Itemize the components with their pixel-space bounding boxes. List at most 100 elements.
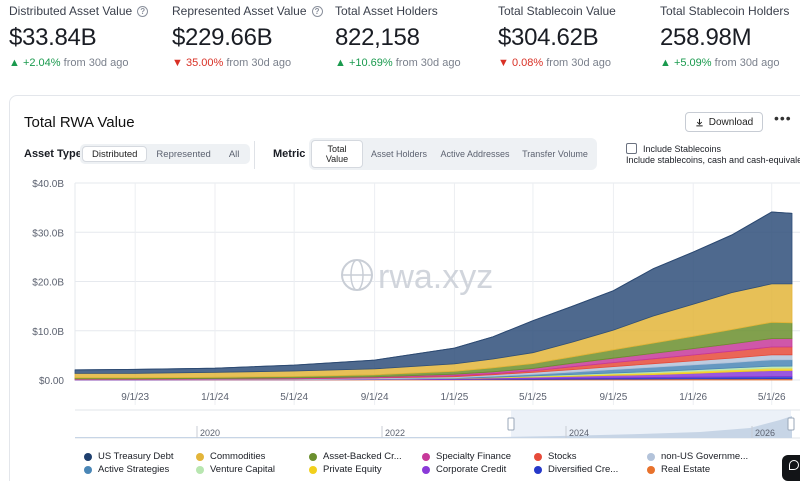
legend-label: Specialty Finance [436,451,511,462]
legend-item[interactable]: Real Estate [647,464,710,475]
info-icon[interactable]: ? [311,5,323,17]
metric-total-value[interactable]: Total Value [311,140,363,168]
legend-swatch [309,452,317,461]
x-tick-label: 9/1/25 [599,392,627,403]
legend-item[interactable]: Asset-Backed Cr... [309,451,402,462]
legend-item[interactable]: Commodities [196,451,265,462]
metric-active-addresses[interactable]: Active Addresses [440,149,510,159]
legend-label: Private Equity [323,464,382,475]
legend-label: Diversified Cre... [548,464,619,475]
stat-period: from 30d ago [395,57,461,69]
asset-type-all[interactable]: All [228,148,240,160]
stat-total-stablecoin-holders: Total Stablecoin Holders 258.98M ▲ +5.09… [660,4,789,69]
stat-represented-asset-value: Represented Asset Value? $229.66B ▼ 35.0… [172,4,323,69]
legend-label: Real Estate [661,464,711,475]
x-tick-label: 5/1/25 [519,392,547,403]
more-options-button[interactable]: ••• [774,110,792,126]
legend-item[interactable]: Specialty Finance [422,451,511,462]
legend-label: Venture Capital [210,464,275,475]
watermark-text: rwa.xyz [378,258,493,296]
download-icon [696,118,703,126]
legend-swatch [534,452,542,461]
download-label: Download [708,116,754,128]
stat-total-stablecoin-value: Total Stablecoin Value $304.62B ▼ 0.08% … [498,4,616,69]
legend-item[interactable]: Stocks [534,451,577,462]
stat-change: +2.04% [22,57,61,69]
legend-item[interactable]: Venture Capital [196,464,275,475]
asset-type-toggle: Distributed Represented All [80,144,251,164]
legend-swatch [196,452,204,461]
x-axis: 9/1/23 1/1/24 5/1/24 9/1/24 1/1/25 5/1/25 9/1/… [121,392,786,403]
navigator-tick-label: 2026 [755,428,775,438]
x-tick-label: 1/1/24 [201,392,229,403]
include-stablecoins-description: Include stablecoins, cash and cash-equiv… [626,155,800,165]
legend-swatch [84,452,92,461]
y-tick-label: $40.0B [32,179,64,190]
stat-total-asset-holders: Total Asset Holders 822,158 ▲ +10.69% fr… [335,4,461,69]
stat-change: +10.69% [348,57,393,69]
legend-item[interactable]: Diversified Cre... [534,464,618,475]
legend-label: Active Strategies [98,464,170,475]
stat-period: from 30d ago [714,57,780,69]
chat-help-button[interactable] [782,455,800,481]
stat-period: from 30d ago [546,57,612,69]
up-arrow-icon: ▲ [660,57,671,69]
legend-item[interactable]: Active Strategies [84,464,169,475]
navigator-tick-label: 2022 [385,428,405,438]
stat-change: 0.08% [511,57,544,69]
legend-item[interactable]: Private Equity [309,464,382,475]
stat-value: 822,158 [335,24,420,51]
x-tick-label: 5/1/24 [280,392,308,403]
legend-label: non-US Governme... [661,451,749,462]
metric-toggle: Total Value Asset Holders Active Address… [309,138,597,170]
legend-swatch [534,465,542,474]
down-arrow-icon: ▼ [172,57,183,69]
watermark: rwa.xyz [341,258,493,296]
y-tick-label: $20.0B [32,278,64,289]
legend-item[interactable]: Corporate Credit [422,464,506,475]
legend-item[interactable]: non-US Governme... [647,451,748,462]
metric-asset-holders[interactable]: Asset Holders [370,149,428,159]
legend-swatch [647,465,655,474]
stats-row: Distributed Asset Value? $33.84B ▲ +2.04… [0,0,800,90]
legend-item[interactable]: US Treasury Debt [84,451,174,462]
stat-value: 258.98M [660,24,752,51]
down-arrow-icon: ▼ [498,57,509,69]
stat-label: Total Stablecoin Value [498,4,616,18]
range-navigator[interactable]: 2020 2022 2024 2026 [75,409,800,439]
asset-type-represented[interactable]: Represented [156,148,211,160]
legend-swatch [84,465,92,474]
up-arrow-icon: ▲ [9,57,20,69]
legend-swatch [196,465,204,474]
stat-label: Represented Asset Value [172,4,307,18]
metric-transfer-volume[interactable]: Transfer Volume [522,149,588,159]
stat-label: Distributed Asset Value [9,4,133,18]
download-button[interactable]: Download [685,112,763,132]
asset-type-label: Asset Type [24,148,82,160]
legend-swatch [422,465,430,474]
stat-period: from 30d ago [63,57,129,69]
navigator-tick-label: 2024 [569,428,589,438]
navigator-tick-label: 2020 [200,428,220,438]
x-tick-label: 9/1/24 [361,392,389,403]
stat-value: $229.66B [172,24,273,51]
navigator-handle-right [787,417,795,431]
stat-label: Total Asset Holders [335,4,438,18]
include-stablecoins-label: Include Stablecoins [643,144,722,154]
y-axis: $0.00 $10.0B $20.0B $30.0B $40.0B [32,179,64,387]
legend-swatch [309,465,317,474]
stat-change: 35.00% [185,57,224,69]
chat-icon [789,460,799,470]
stat-value: $33.84B [9,24,97,51]
legend-swatch [647,452,655,461]
legend-swatch [422,452,430,461]
stat-value: $304.62B [498,24,599,51]
asset-type-distributed[interactable]: Distributed [82,146,148,162]
legend-label: US Treasury Debt [98,451,174,462]
navigator-handle-left [507,417,515,431]
include-stablecoins-checkbox[interactable] [626,143,637,154]
total-line [74,211,793,371]
x-tick-label: 5/1/26 [758,392,786,403]
info-icon[interactable]: ? [137,5,149,17]
